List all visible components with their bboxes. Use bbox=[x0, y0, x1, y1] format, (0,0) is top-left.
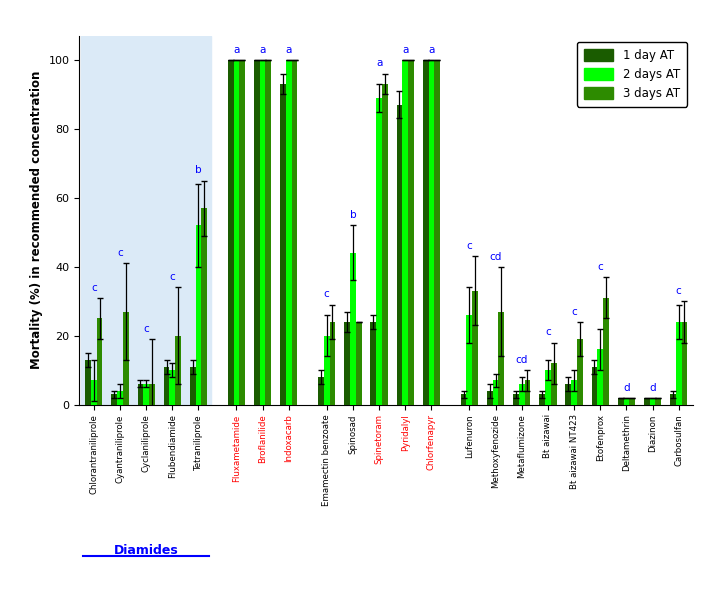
Text: c: c bbox=[676, 286, 682, 296]
Bar bbox=[435, 60, 440, 405]
Bar bbox=[539, 394, 545, 405]
Bar bbox=[597, 349, 603, 405]
Bar bbox=[196, 226, 201, 405]
Bar bbox=[571, 380, 577, 405]
Bar bbox=[137, 384, 143, 405]
Bar bbox=[170, 370, 175, 405]
Text: d: d bbox=[623, 383, 630, 393]
Text: Diamides: Diamides bbox=[114, 544, 178, 558]
Bar bbox=[254, 60, 260, 405]
Bar bbox=[201, 208, 207, 405]
Bar bbox=[175, 336, 181, 405]
Text: a: a bbox=[428, 45, 435, 55]
Bar bbox=[233, 60, 239, 405]
Text: c: c bbox=[571, 306, 577, 317]
Text: c: c bbox=[170, 272, 175, 282]
Bar bbox=[519, 384, 525, 405]
Bar bbox=[498, 312, 504, 405]
Bar bbox=[292, 60, 297, 405]
Legend: 1 day AT, 2 days AT, 3 days AT: 1 day AT, 2 days AT, 3 days AT bbox=[577, 42, 687, 107]
Text: a: a bbox=[402, 45, 409, 55]
Text: cd: cd bbox=[490, 252, 502, 262]
Bar bbox=[85, 360, 91, 405]
Bar bbox=[318, 377, 324, 405]
Bar bbox=[239, 60, 245, 405]
Bar bbox=[190, 367, 196, 405]
Text: c: c bbox=[545, 327, 551, 337]
Bar bbox=[117, 391, 123, 405]
Bar bbox=[228, 60, 233, 405]
Bar bbox=[396, 105, 402, 405]
Bar bbox=[330, 322, 335, 405]
Bar bbox=[286, 60, 292, 405]
Bar bbox=[577, 339, 583, 405]
Bar bbox=[370, 322, 376, 405]
Bar bbox=[551, 363, 557, 405]
Bar bbox=[143, 384, 149, 405]
Bar bbox=[670, 394, 676, 405]
Bar bbox=[650, 397, 656, 405]
Bar bbox=[344, 322, 350, 405]
Text: a: a bbox=[233, 45, 240, 55]
Bar bbox=[656, 397, 661, 405]
Bar bbox=[565, 384, 571, 405]
Bar bbox=[382, 84, 388, 405]
Bar bbox=[682, 322, 687, 405]
Bar bbox=[280, 84, 286, 405]
Text: cd: cd bbox=[516, 355, 528, 365]
Bar bbox=[492, 380, 498, 405]
Bar bbox=[461, 394, 466, 405]
Bar bbox=[525, 380, 531, 405]
Text: c: c bbox=[324, 289, 330, 299]
Bar bbox=[429, 60, 435, 405]
Text: a: a bbox=[259, 45, 266, 55]
Bar bbox=[266, 60, 271, 405]
Bar bbox=[545, 370, 551, 405]
Bar bbox=[487, 391, 492, 405]
Bar bbox=[402, 60, 408, 405]
Bar bbox=[350, 253, 356, 405]
Bar bbox=[423, 60, 429, 405]
Bar bbox=[513, 394, 519, 405]
Bar bbox=[676, 322, 682, 405]
Text: b: b bbox=[349, 210, 356, 220]
Bar bbox=[591, 367, 597, 405]
Bar bbox=[408, 60, 414, 405]
Bar bbox=[91, 380, 97, 405]
Bar bbox=[466, 315, 472, 405]
Text: c: c bbox=[143, 324, 149, 334]
Bar bbox=[376, 98, 382, 405]
Bar bbox=[624, 397, 630, 405]
Bar bbox=[630, 397, 635, 405]
Text: a: a bbox=[376, 58, 382, 68]
Bar bbox=[356, 322, 362, 405]
Text: c: c bbox=[466, 241, 472, 251]
Bar bbox=[618, 397, 624, 405]
Text: c: c bbox=[597, 262, 603, 272]
Text: c: c bbox=[91, 283, 97, 293]
Text: c: c bbox=[117, 248, 123, 258]
Bar bbox=[603, 298, 609, 405]
Bar bbox=[97, 318, 103, 405]
Bar bbox=[260, 60, 266, 405]
Y-axis label: Mortality (%) in recommended concentration: Mortality (%) in recommended concentrati… bbox=[30, 71, 43, 369]
Bar bbox=[111, 394, 117, 405]
Bar bbox=[324, 336, 330, 405]
Bar bbox=[123, 312, 129, 405]
Text: a: a bbox=[286, 45, 292, 55]
Bar bbox=[164, 367, 170, 405]
Bar bbox=[472, 291, 478, 405]
Text: b: b bbox=[195, 165, 202, 176]
Bar bbox=[149, 384, 155, 405]
Bar bbox=[644, 397, 650, 405]
Bar bbox=[82, 36, 211, 405]
Text: d: d bbox=[649, 383, 656, 393]
